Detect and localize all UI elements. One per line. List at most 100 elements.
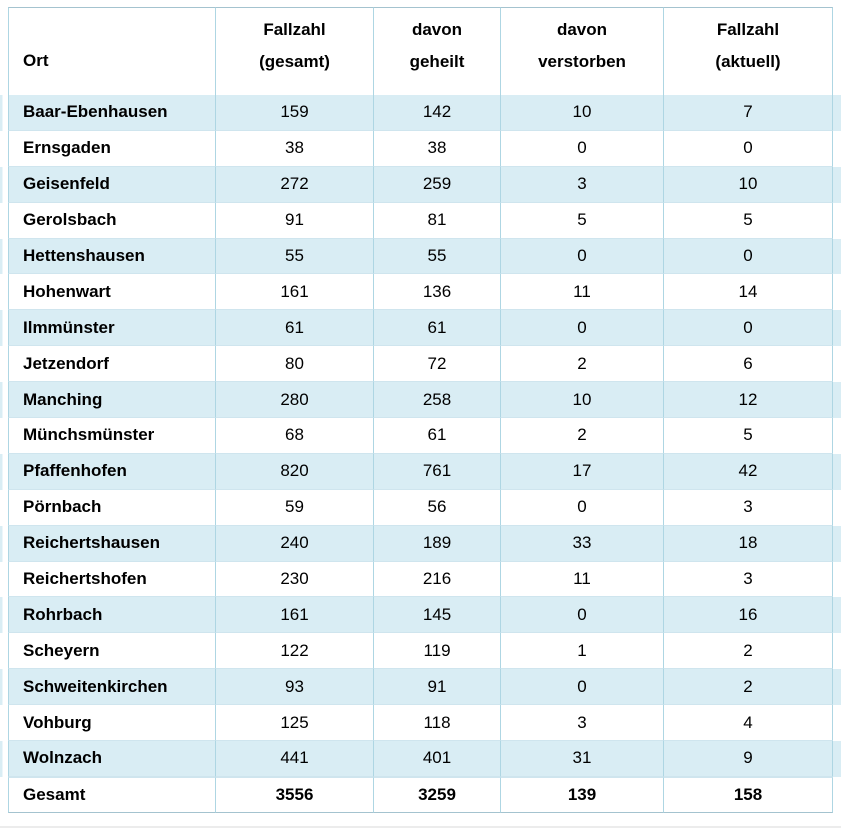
- geheilt-cell: 61: [373, 418, 500, 454]
- header-line: davon: [556, 20, 608, 39]
- right-gutter: [833, 418, 841, 454]
- right-gutter: [833, 633, 841, 670]
- total-geheilt-cell: 3259: [373, 776, 500, 813]
- right-gutter: [833, 561, 841, 598]
- verstorben-cell: 1: [500, 633, 663, 670]
- table-row: Baar-Ebenhausen 159 142 10 7: [0, 95, 841, 131]
- fallzahlen-table: Ort Fallzahl (gesamt) davon geheilt davo…: [0, 7, 841, 813]
- verstorben-cell: 3: [500, 166, 663, 203]
- header-line: verstorben: [538, 52, 626, 71]
- aktuell-cell: 42: [663, 453, 833, 490]
- table-footer: Gesamt 3556 3259 139 158: [0, 776, 841, 813]
- right-gutter: [833, 669, 841, 706]
- aktuell-cell: 6: [663, 346, 833, 383]
- right-gutter: [833, 95, 841, 131]
- left-gutter: [0, 633, 8, 670]
- table-row: Geisenfeld 272 259 3 10: [0, 166, 841, 203]
- header-line: geheilt: [409, 52, 465, 71]
- verstorben-cell: 33: [500, 525, 663, 562]
- total-aktuell-cell: 158: [663, 776, 833, 813]
- geheilt-cell: 145: [373, 597, 500, 634]
- right-gutter: [833, 310, 841, 347]
- left-gutter: [0, 310, 8, 347]
- verstorben-cell: 0: [500, 669, 663, 706]
- gesamt-cell: 38: [215, 130, 373, 167]
- ort-cell: Geisenfeld: [8, 166, 215, 203]
- gesamt-cell: 93: [215, 669, 373, 706]
- ort-cell: Manching: [8, 382, 215, 419]
- ort-cell: Reichertshofen: [8, 561, 215, 598]
- ort-cell: Ernsgaden: [8, 130, 215, 167]
- header-line: Fallzahl: [716, 20, 780, 39]
- ort-cell: Schweitenkirchen: [8, 669, 215, 706]
- column-header-aktuell: Fallzahl (aktuell): [663, 7, 833, 95]
- header-line: (aktuell): [715, 52, 781, 71]
- table-row: Vohburg 125 118 3 4: [0, 705, 841, 742]
- verstorben-cell: 5: [500, 202, 663, 239]
- left-gutter: [0, 453, 8, 490]
- geheilt-cell: 38: [373, 130, 500, 167]
- ort-cell: Rohrbach: [8, 597, 215, 634]
- geheilt-cell: 189: [373, 525, 500, 562]
- page-edge-line: [0, 826, 841, 828]
- header-row: Ort Fallzahl (gesamt) davon geheilt davo…: [0, 7, 841, 95]
- aktuell-cell: 12: [663, 382, 833, 419]
- aktuell-cell: 3: [663, 489, 833, 526]
- column-header-verstorben: davon verstorben: [500, 7, 663, 95]
- right-gutter: [833, 346, 841, 383]
- right-gutter: [833, 525, 841, 562]
- aktuell-cell: 2: [663, 669, 833, 706]
- right-gutter: [833, 489, 841, 526]
- verstorben-cell: 3: [500, 705, 663, 742]
- left-gutter: [0, 489, 8, 526]
- left-gutter: [0, 561, 8, 598]
- ort-cell: Vohburg: [8, 705, 215, 742]
- left-gutter: [0, 382, 8, 419]
- gesamt-cell: 122: [215, 633, 373, 670]
- geheilt-cell: 55: [373, 238, 500, 275]
- left-gutter: [0, 525, 8, 562]
- ort-cell: Wolnzach: [8, 741, 215, 777]
- table-row: Pörnbach 59 56 0 3: [0, 489, 841, 526]
- table-row: Schweitenkirchen 93 91 0 2: [0, 669, 841, 706]
- gesamt-cell: 230: [215, 561, 373, 598]
- total-label-cell: Gesamt: [8, 776, 215, 813]
- left-gutter: [0, 238, 8, 275]
- verstorben-cell: 0: [500, 310, 663, 347]
- left-gutter: [0, 166, 8, 203]
- verstorben-cell: 11: [500, 561, 663, 598]
- verstorben-cell: 2: [500, 418, 663, 454]
- table-body: Baar-Ebenhausen 159 142 10 7 Ernsgaden 3…: [0, 95, 841, 777]
- left-gutter: [0, 669, 8, 706]
- verstorben-cell: 31: [500, 741, 663, 777]
- right-gutter: [833, 705, 841, 742]
- left-gutter: [0, 7, 8, 95]
- geheilt-cell: 119: [373, 633, 500, 670]
- left-gutter: [0, 597, 8, 634]
- total-row: Gesamt 3556 3259 139 158: [0, 776, 841, 813]
- column-header-geheilt: davon geheilt: [373, 7, 500, 95]
- verstorben-cell: 17: [500, 453, 663, 490]
- geheilt-cell: 72: [373, 346, 500, 383]
- gesamt-cell: 240: [215, 525, 373, 562]
- verstorben-cell: 0: [500, 597, 663, 634]
- table-row: Manching 280 258 10 12: [0, 382, 841, 419]
- aktuell-cell: 2: [663, 633, 833, 670]
- total-gesamt-cell: 3556: [215, 776, 373, 813]
- left-gutter: [0, 705, 8, 742]
- geheilt-cell: 136: [373, 274, 500, 311]
- right-gutter: [833, 597, 841, 634]
- ort-cell: Hohenwart: [8, 274, 215, 311]
- verstorben-cell: 2: [500, 346, 663, 383]
- table-row: Rohrbach 161 145 0 16: [0, 597, 841, 634]
- gesamt-cell: 125: [215, 705, 373, 742]
- gesamt-cell: 61: [215, 310, 373, 347]
- table-row: Reichertshofen 230 216 11 3: [0, 561, 841, 598]
- left-gutter: [0, 274, 8, 311]
- gesamt-cell: 272: [215, 166, 373, 203]
- table-row: Wolnzach 441 401 31 9: [0, 741, 841, 777]
- ort-cell: Ilmmünster: [8, 310, 215, 347]
- right-gutter: [833, 202, 841, 239]
- geheilt-cell: 401: [373, 741, 500, 777]
- aktuell-cell: 18: [663, 525, 833, 562]
